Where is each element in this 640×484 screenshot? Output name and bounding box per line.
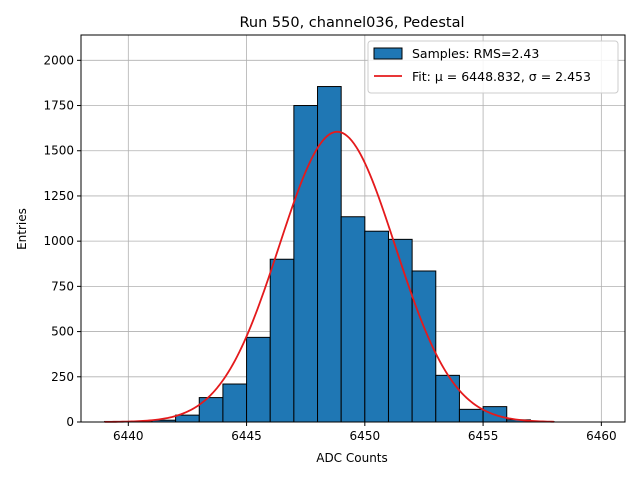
histogram-bar <box>223 384 247 422</box>
y-tick-label: 500 <box>51 325 74 339</box>
y-tick-label: 1750 <box>43 99 74 113</box>
legend-histogram-label: Samples: RMS=2.43 <box>412 46 539 61</box>
y-tick-label: 1250 <box>43 189 74 203</box>
legend: Samples: RMS=2.43 Fit: μ = 6448.832, σ =… <box>368 41 618 93</box>
x-tick-label: 6455 <box>468 429 499 443</box>
histogram-bar <box>270 259 294 422</box>
chart-title: Run 550, channel036, Pedestal <box>239 15 464 31</box>
histogram-bar <box>388 239 412 422</box>
histogram-bar <box>318 87 342 422</box>
x-tick-label: 6450 <box>350 429 381 443</box>
y-tick-label: 2000 <box>43 53 74 67</box>
y-tick-label: 0 <box>66 415 74 429</box>
y-axis-label: Entries <box>15 208 29 250</box>
histogram-bar <box>176 415 200 422</box>
histogram-bar <box>341 217 365 422</box>
legend-histogram-swatch <box>374 48 402 59</box>
histogram-bar <box>365 231 389 422</box>
histogram-bar <box>459 409 483 422</box>
y-tick-label: 1000 <box>43 234 74 248</box>
y-tick-label: 1500 <box>43 144 74 158</box>
x-tick-label: 6460 <box>586 429 617 443</box>
y-tick-label: 250 <box>51 370 74 384</box>
x-tick-label: 6440 <box>113 429 144 443</box>
histogram-bar <box>247 337 271 422</box>
x-axis-label: ADC Counts <box>316 451 388 465</box>
x-tick-label: 6445 <box>231 429 262 443</box>
y-tick-label: 750 <box>51 279 74 293</box>
histogram-bar <box>436 375 460 422</box>
legend-fit-label: Fit: μ = 6448.832, σ = 2.453 <box>412 69 591 84</box>
